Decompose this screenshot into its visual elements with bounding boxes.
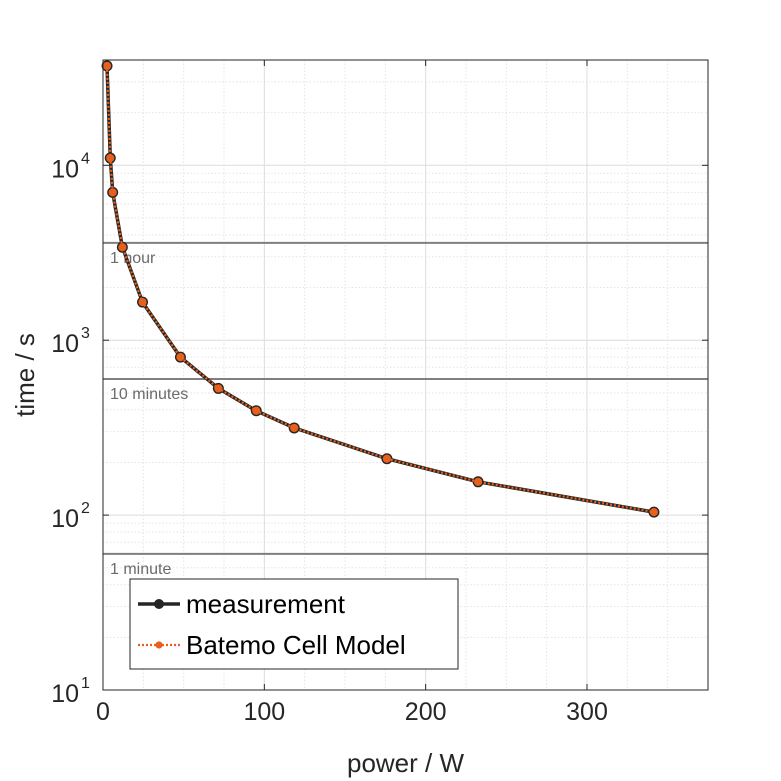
x-tick-label: 200 — [405, 698, 447, 726]
y-tick-exponent: 1 — [81, 675, 90, 692]
series-line — [105, 65, 655, 514]
data-point — [176, 353, 185, 362]
legend-label: measurement — [186, 589, 346, 619]
data-point — [382, 454, 392, 463]
y-tick-label: 10 — [51, 680, 79, 708]
legend-entry: Batemo Cell Model — [138, 630, 406, 660]
axes-box — [102, 59, 709, 691]
legend-label: Batemo Cell Model — [186, 630, 406, 660]
reference-line-label: 1 minute — [110, 561, 171, 578]
x-tick-label: 0 — [96, 698, 110, 726]
x-axis-label: power / W — [347, 748, 464, 778]
data-point — [214, 384, 223, 393]
data-point — [106, 153, 115, 163]
x-tick-label: 100 — [243, 698, 285, 726]
data-point — [138, 298, 147, 307]
reference-line-label: 1 hour — [110, 250, 156, 267]
y-tick-exponent: 4 — [81, 150, 90, 167]
series-1 — [102, 61, 659, 517]
legend-swatch-marker — [155, 641, 163, 649]
legend-entry: measurement — [138, 589, 346, 619]
data-point — [474, 477, 483, 486]
legend: measurement Batemo Cell Model — [129, 578, 459, 670]
legend-box — [129, 578, 459, 670]
y-tick-exponent: 2 — [81, 500, 90, 517]
data-point — [102, 61, 112, 71]
data-point — [108, 188, 117, 197]
reference-line-label: 10 minutes — [110, 386, 188, 403]
reference-lines: 1 hour 10 minutes 1 minute — [103, 241, 708, 578]
series-layer — [101, 60, 660, 518]
x-tick-label: 300 — [566, 698, 608, 726]
data-point — [290, 423, 299, 433]
y-axis-label: time / s — [10, 333, 40, 417]
y-tick-label: 10 — [51, 505, 79, 533]
data-point — [118, 243, 127, 252]
y-tick-label: 10 — [51, 155, 79, 183]
legend-swatch-marker — [154, 599, 164, 609]
y-tick-exponent: 3 — [81, 325, 90, 342]
y-tick-label: 10 — [51, 330, 79, 358]
data-point — [252, 406, 261, 415]
data-point — [649, 508, 659, 517]
